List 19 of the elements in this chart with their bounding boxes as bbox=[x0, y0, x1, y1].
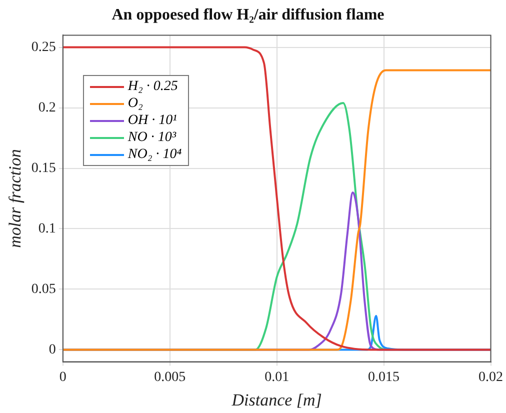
x-tick-label: 0.01 bbox=[264, 370, 290, 385]
legend-label: OH · 10¹ bbox=[128, 112, 177, 129]
x-tick-label: 0 bbox=[59, 370, 66, 385]
y-tick-label: 0 bbox=[48, 342, 56, 358]
y-tick-label: 0.2 bbox=[38, 100, 56, 116]
legend-label: NO · 10³ bbox=[128, 130, 176, 146]
y-tick-label: 0.15 bbox=[31, 160, 56, 176]
x-axis-title: Distance [m] bbox=[230, 390, 322, 410]
y-axis-title: molar fraction bbox=[6, 149, 25, 248]
x-tick-label: 0.015 bbox=[368, 370, 400, 385]
legend-label: H₂ · 0.25 bbox=[128, 78, 178, 95]
x-tick-label: 0.02 bbox=[478, 370, 503, 385]
y-tick-label: 0.1 bbox=[38, 221, 56, 236]
y-tick-label: 0.05 bbox=[31, 282, 56, 297]
x-tick-label: 0.005 bbox=[154, 370, 186, 385]
legend-label: NO₂ · 10⁴ bbox=[128, 146, 182, 163]
legend-label: O₂ bbox=[128, 96, 143, 112]
chart-title: An oppoesed flow H₂/air diffusion flame bbox=[112, 6, 384, 24]
y-tick-label: 0.25 bbox=[31, 40, 56, 55]
